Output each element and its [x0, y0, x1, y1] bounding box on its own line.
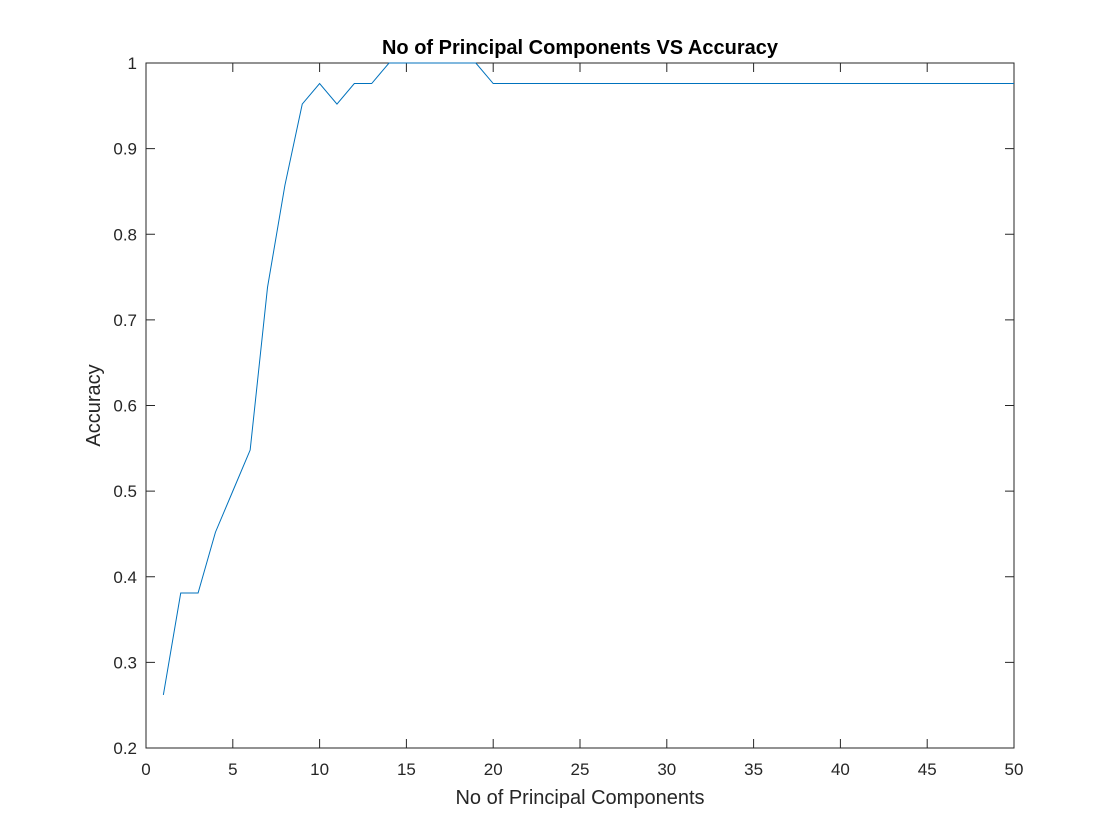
- axis-ticks: [145, 62, 1015, 749]
- y-tick-label: 0.7: [113, 311, 137, 330]
- tick-labels: 0 5 10 15 20 25 30 35 40 45 50 0.2 0.3 0.4 0.5 0.6 0.7 0.…: [113, 54, 1023, 779]
- y-tick-label: 0.4: [113, 568, 137, 587]
- x-tick-label: 5: [228, 760, 237, 779]
- x-tick-label: 50: [1005, 760, 1024, 779]
- x-tick-label: 35: [744, 760, 763, 779]
- x-tick-label: 30: [657, 760, 676, 779]
- x-tick-label: 20: [484, 760, 503, 779]
- y-tick-label: 0.6: [113, 397, 137, 416]
- x-tick-label: 0: [141, 760, 150, 779]
- y-tick-label: 0.8: [113, 225, 137, 244]
- y-tick-label: 1: [128, 54, 137, 73]
- y-axis-label: Accuracy: [83, 364, 105, 446]
- x-tick-label: 40: [831, 760, 850, 779]
- chart-title: No of Principal Components VS Accuracy: [382, 37, 779, 59]
- x-tick-label: 10: [310, 760, 329, 779]
- y-tick-label: 0.9: [113, 140, 137, 159]
- x-tick-label: 25: [571, 760, 590, 779]
- y-tick-label: 0.5: [113, 482, 137, 501]
- y-tick-label: 0.2: [113, 739, 137, 758]
- y-tick-label: 0.3: [113, 653, 137, 672]
- plot-area: [145, 62, 1015, 749]
- x-axis-label: No of Principal Components: [455, 787, 704, 809]
- accuracy-series-line: [162, 62, 1014, 695]
- x-tick-label: 15: [397, 760, 416, 779]
- x-tick-label: 45: [918, 760, 937, 779]
